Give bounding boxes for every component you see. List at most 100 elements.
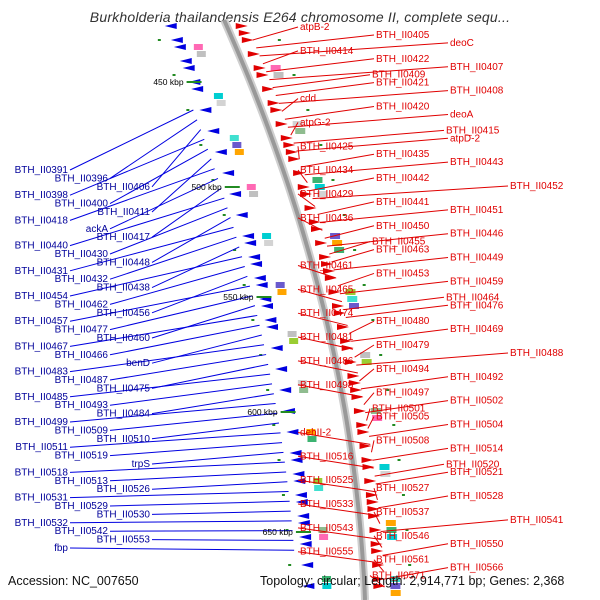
forward-gene-arrow	[336, 324, 349, 330]
feature-block	[273, 72, 284, 78]
label-leader	[269, 66, 449, 81]
feature-block	[216, 100, 226, 106]
gene-label-forward: BTH_II0461	[300, 261, 354, 272]
forward-gene-arrow	[247, 51, 260, 57]
label-leader	[373, 559, 384, 572]
gene-label-reverse: BTH_II0418	[15, 215, 69, 226]
label-leader	[339, 280, 449, 295]
rna-tick	[342, 214, 346, 216]
feature-block	[372, 415, 383, 421]
rna-tick	[222, 214, 226, 216]
gene-label-reverse: BTH_II0519	[55, 451, 109, 462]
reverse-gene-arrow	[179, 58, 192, 64]
rna-tick	[292, 74, 296, 76]
feature-block	[390, 576, 401, 582]
forward-gene-arrow	[253, 65, 266, 71]
label-leader	[266, 58, 375, 73]
forward-gene-arrow	[347, 373, 360, 379]
rna-tick	[285, 529, 289, 531]
gene-label-reverse: BTH_II0417	[97, 232, 151, 243]
reverse-gene-arrow	[299, 534, 312, 540]
feature-block	[249, 191, 259, 197]
feature-block	[379, 464, 390, 470]
label-leader	[297, 384, 363, 398]
rna-tick	[211, 179, 215, 181]
gene-label-forward: BTH_II0550	[450, 539, 504, 550]
label-leader	[329, 241, 371, 255]
gene-label-forward: BTH_II0543	[300, 523, 354, 534]
gene-label-reverse: BTH_II0531	[15, 493, 69, 504]
feature-block	[385, 520, 396, 526]
gene-label-reverse: BTH_II0529	[55, 501, 109, 512]
reverse-gene-arrow	[235, 212, 248, 218]
reverse-gene-arrow	[286, 429, 299, 435]
gene-label-forward: atpG-2	[300, 117, 331, 128]
rna-tick	[186, 109, 190, 111]
label-leader	[151, 217, 231, 263]
gene-label-reverse: BTH_II0518	[15, 467, 69, 478]
gene-label-reverse: BTH_II0509	[55, 425, 109, 436]
gene-label-forward: BTH_II0449	[450, 253, 504, 264]
feature-block	[312, 177, 323, 183]
label-leader	[375, 471, 449, 485]
scale-label: 500 kbp	[192, 182, 223, 192]
scale-label: 650 kbp	[263, 527, 294, 537]
feature-block	[348, 303, 359, 309]
rna-tick	[392, 424, 396, 426]
forward-gene-arrow	[270, 107, 283, 113]
reverse-gene-arrow	[294, 492, 307, 498]
gene-label-forward: BTH_II0420	[376, 102, 430, 113]
rna-tick	[251, 319, 255, 321]
label-leader	[363, 392, 375, 406]
gene-label-forward: BTH_II0453	[376, 268, 430, 279]
label-leader	[69, 520, 292, 524]
label-leader	[278, 90, 449, 104]
forward-gene-arrow	[256, 72, 269, 78]
feature-block	[390, 590, 401, 596]
label-leader	[272, 74, 371, 89]
reverse-gene-arrow	[270, 345, 283, 351]
reverse-gene-arrow	[297, 520, 310, 526]
gene-label-reverse: BTH_II0511	[15, 442, 68, 453]
label-leader	[109, 442, 283, 457]
feature-block	[262, 233, 272, 239]
gene-label-reverse: BTH_II0526	[97, 484, 151, 495]
forward-gene-arrow	[365, 492, 378, 498]
forward-gene-arrow	[371, 548, 384, 554]
reverse-gene-arrow	[301, 562, 314, 568]
label-leader	[373, 511, 381, 524]
reverse-gene-arrow	[289, 450, 302, 456]
gene-label-forward: BTH_II0476	[450, 300, 504, 311]
label-leader	[151, 422, 280, 440]
gene-label-forward: BTH_II0516	[300, 451, 354, 462]
gene-label-forward: BTH_II0452	[510, 181, 564, 192]
rna-tick	[157, 39, 161, 41]
rna-tick	[306, 109, 310, 111]
gene-label-reverse: BTH_II0499	[15, 417, 69, 428]
feature-block	[229, 135, 239, 141]
label-leader	[360, 376, 449, 390]
gene-label-forward: atpD-2	[450, 133, 480, 144]
label-leader	[297, 551, 384, 564]
gene-label-forward: BTH_II0497	[376, 388, 430, 399]
reverse-gene-arrow	[164, 23, 177, 29]
rna-tick	[277, 39, 281, 41]
label-leader	[69, 491, 289, 499]
gene-label-reverse: BTH_II0484	[97, 409, 151, 420]
forward-gene-arrow	[262, 86, 275, 92]
rna-tick	[397, 459, 401, 461]
feature-layer	[157, 23, 412, 596]
feature-block	[345, 289, 356, 295]
feature-block	[287, 331, 297, 337]
gene-label-forward: BTH_II0555	[300, 547, 354, 558]
forward-gene-arrow	[370, 541, 383, 547]
label-leader	[151, 393, 274, 415]
reverse-gene-arrow	[299, 541, 312, 547]
scale-label: 600 kbp	[247, 407, 278, 417]
label-leader	[287, 113, 449, 128]
gene-label-forward: BTH_II0488	[510, 348, 564, 359]
gene-label-forward: BTH_II0498	[300, 380, 354, 391]
feature-block	[289, 338, 299, 344]
label-leader	[109, 148, 209, 205]
backbone-arc	[222, 19, 367, 600]
